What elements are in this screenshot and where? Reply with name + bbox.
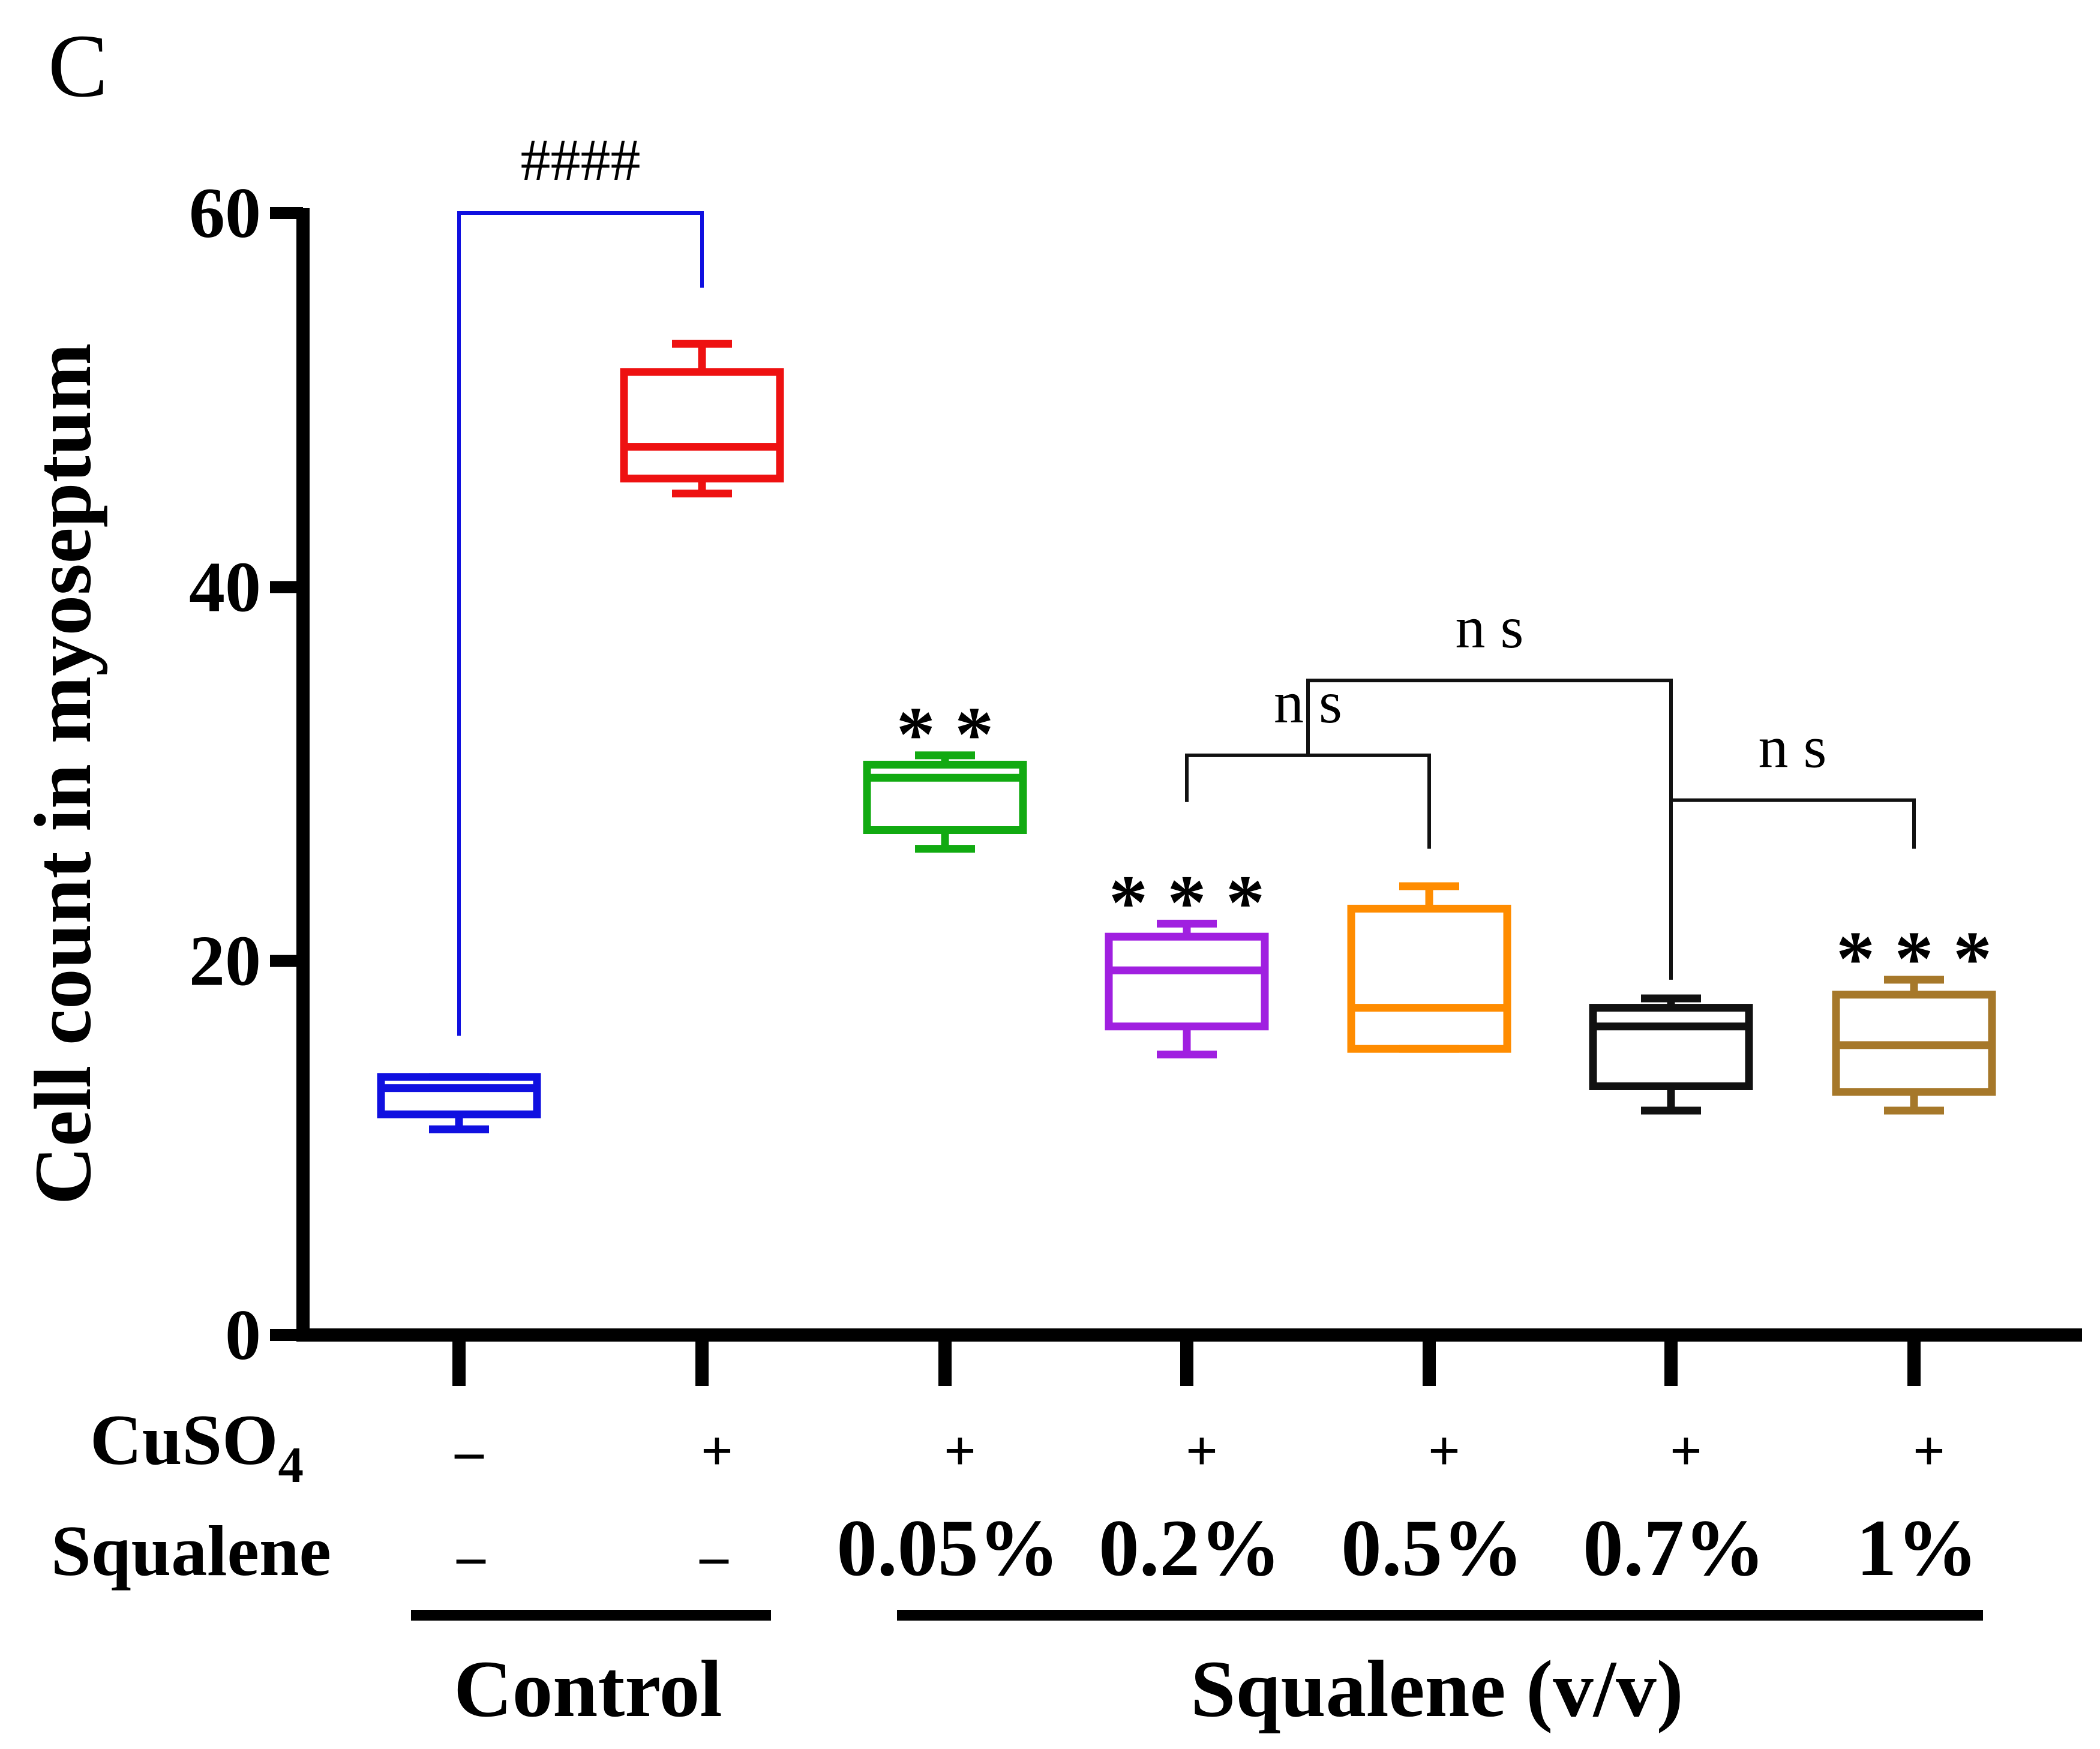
cuso4-cell: + [1670,1419,1702,1483]
cuso4-cell: + [1913,1419,1945,1483]
box-group [620,340,784,497]
significance-stars: * * * [1109,860,1265,946]
box-iqr [863,760,1027,834]
treatment-cells: – – + – +0.05% +0.2% +0.5% +0.7% +1% [454,1419,1978,1593]
box-iqr [620,368,784,483]
box-iqr [1105,932,1269,1031]
cuso4-cell: – [454,1419,484,1483]
group-label: Control [454,1645,722,1734]
squalene-cell: – [456,1524,486,1588]
box-group [863,751,1027,853]
significance-stars: * * * [1836,916,1992,1002]
bracket-line [1185,753,1431,849]
box-group [1347,882,1511,1053]
box-group [1589,994,1753,1115]
squalene-row-label: Squalene [51,1511,331,1591]
cuso4-row-label: CuSO4 [90,1400,304,1493]
squalene-cell: 0.5% [1341,1504,1523,1593]
squalene-cell: 0.05% [836,1504,1059,1593]
bracket-line [1671,798,1916,849]
bracket-label: n s [1759,714,1827,781]
box-series [377,340,1996,1133]
bracket-line [1306,679,1673,980]
y-axis-label: Cell count in myoseptum [19,343,108,1205]
cuso4-label-subscript: 4 [278,1437,304,1493]
significance-brackets: ####n sn sn s [457,127,1916,1036]
cuso4-cell: + [1428,1419,1460,1483]
significance-bracket: n s [1306,594,1673,980]
bracket-line [457,211,704,1036]
box-group [1105,919,1269,1058]
significance-stars: * * [896,691,994,778]
significance-bracket: #### [457,127,704,1036]
x-axis [296,1328,2082,1386]
bracket-label: n s [1456,594,1524,661]
y-tick-label: 60 [189,173,261,253]
y-axis: 0 20 40 60 [189,173,310,1375]
group-labels: Control Squalene (v/v) [411,1610,1983,1734]
squalene-cell: 1% [1856,1504,1978,1593]
y-tick-label: 20 [189,921,261,1001]
significance-bracket: n s [1671,714,1916,849]
y-tick-label: 0 [225,1295,261,1375]
cuso4-label-main: CuSO [90,1400,278,1480]
group-label: Squalene (v/v) [1190,1645,1683,1734]
box-group [1832,976,1996,1115]
bracket-label: #### [521,127,641,193]
squalene-cell: 0.7% [1583,1504,1765,1593]
treatment-rows: CuSO4 Squalene [51,1400,331,1591]
panel-label: C [48,16,108,116]
box-group [377,1073,541,1133]
box-iqr [377,1073,541,1118]
box-iqr [1347,904,1511,1053]
y-tick-label: 40 [189,547,261,626]
box-iqr [1589,1004,1753,1090]
squalene-cell: – [699,1524,729,1588]
squalene-cell: 0.2% [1099,1504,1281,1593]
cuso4-cell: + [701,1419,733,1483]
cuso4-cell: + [944,1419,976,1483]
significance-marks: * * * * * * * * [896,691,1992,1002]
cuso4-cell: + [1186,1419,1218,1483]
